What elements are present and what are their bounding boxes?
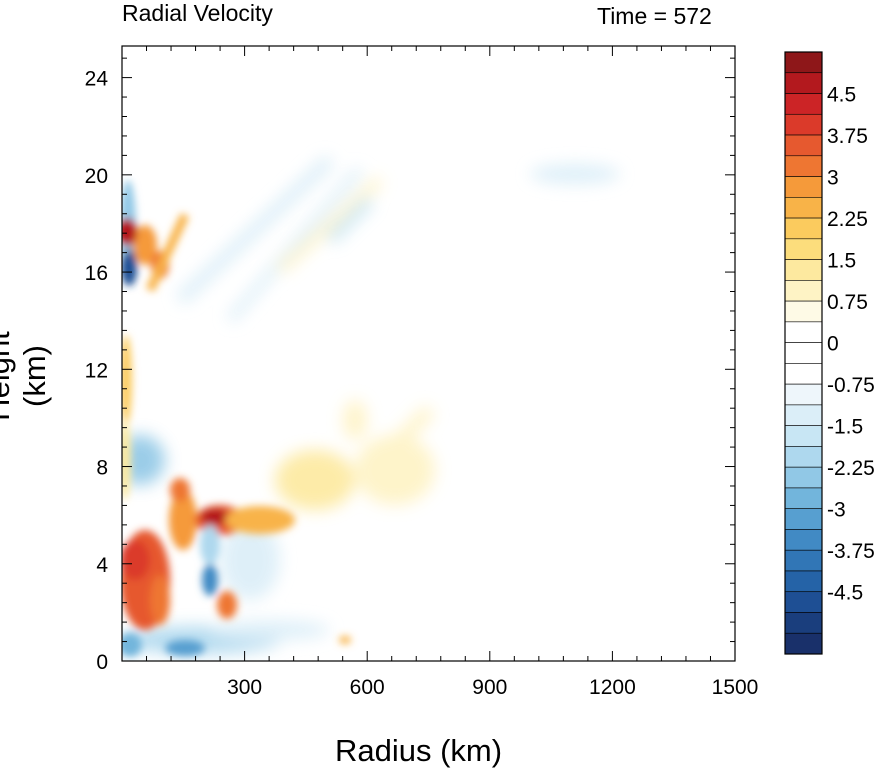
colorbar-label: 3 bbox=[827, 167, 839, 190]
x-tick-label: 1200 bbox=[589, 676, 636, 699]
contour-field bbox=[122, 154, 620, 657]
colorbar-swatch bbox=[784, 632, 823, 655]
y-tick-label: 16 bbox=[85, 262, 108, 285]
colorbar-label: -4.5 bbox=[827, 582, 863, 605]
colorbar-swatch bbox=[784, 425, 823, 447]
x-axis-label: Radius (km) bbox=[335, 733, 503, 768]
x-tick-label: 900 bbox=[472, 676, 507, 699]
y-tick-label: 24 bbox=[85, 68, 109, 91]
colorbar-swatch bbox=[784, 72, 823, 94]
colorbar-swatch bbox=[784, 446, 823, 468]
colorbar-label: 2.25 bbox=[827, 208, 868, 231]
y-tick-label: 12 bbox=[85, 359, 108, 382]
colorbar-swatch bbox=[784, 321, 823, 343]
colorbar-swatch bbox=[784, 280, 823, 302]
colorbar-swatch bbox=[784, 176, 823, 198]
x-tick-label: 1500 bbox=[712, 676, 759, 699]
colorbar-label: -0.75 bbox=[827, 374, 875, 397]
colorbar-swatch bbox=[784, 197, 823, 219]
colorbar-label: -3.75 bbox=[827, 540, 875, 563]
colorbar-swatch bbox=[784, 217, 823, 240]
colorbar-label: 1.5 bbox=[827, 250, 856, 273]
colorbar: 4.5 3.75 3 2.25 1.5 0.75 0 -0.75 -1.5 -2.25 -3 -3.7… bbox=[784, 51, 875, 655]
colorbar-swatch bbox=[784, 487, 823, 509]
x-tick-label: 300 bbox=[227, 676, 262, 699]
y-axis: 0 4 8 12 16 20 24 bbox=[85, 57, 735, 674]
chart-title: Radial Velocity bbox=[122, 0, 273, 26]
colorbar-label: 3.75 bbox=[827, 125, 868, 148]
colorbar-swatch bbox=[784, 570, 823, 593]
colorbar-swatch bbox=[784, 113, 823, 136]
time-label: Time = 572 bbox=[597, 3, 712, 29]
colorbar-label: -2.25 bbox=[827, 457, 875, 480]
colorbar-swatch bbox=[784, 591, 823, 613]
colorbar-swatch bbox=[784, 155, 823, 177]
colorbar-label: -1.5 bbox=[827, 416, 863, 439]
colorbar-swatch bbox=[784, 383, 823, 406]
colorbar-swatch bbox=[784, 134, 823, 157]
colorbar-swatch bbox=[784, 300, 823, 323]
colorbar-swatch bbox=[784, 404, 823, 426]
colorbar-label: -3 bbox=[827, 499, 846, 522]
colorbar-label: 0 bbox=[827, 333, 839, 356]
plot-frame bbox=[121, 45, 736, 662]
colorbar-swatch bbox=[784, 363, 823, 385]
colorbar-label: 4.5 bbox=[827, 84, 856, 107]
colorbar-swatch bbox=[784, 466, 823, 489]
colorbar-swatch bbox=[784, 259, 823, 281]
colorbar-swatch bbox=[784, 93, 823, 115]
colorbar-label: 0.75 bbox=[827, 291, 868, 314]
y-axis-label: Height (km) bbox=[0, 331, 52, 421]
x-tick-label: 600 bbox=[350, 676, 385, 699]
colorbar-swatch bbox=[784, 508, 823, 530]
colorbar-swatch bbox=[784, 549, 823, 572]
x-axis: 300 600 900 1200 1500 bbox=[146, 46, 759, 699]
y-tick-label: 4 bbox=[96, 554, 108, 577]
y-tick-label: 0 bbox=[96, 651, 108, 674]
colorbar-swatch bbox=[784, 342, 823, 364]
colorbar-swatch bbox=[784, 612, 823, 634]
colorbar-frame bbox=[784, 51, 823, 655]
y-tick-label: 20 bbox=[85, 165, 108, 188]
colorbar-swatch bbox=[784, 238, 823, 260]
colorbar-swatch bbox=[784, 51, 823, 74]
y-tick-label: 8 bbox=[96, 457, 108, 480]
colorbar-swatch bbox=[784, 529, 823, 551]
